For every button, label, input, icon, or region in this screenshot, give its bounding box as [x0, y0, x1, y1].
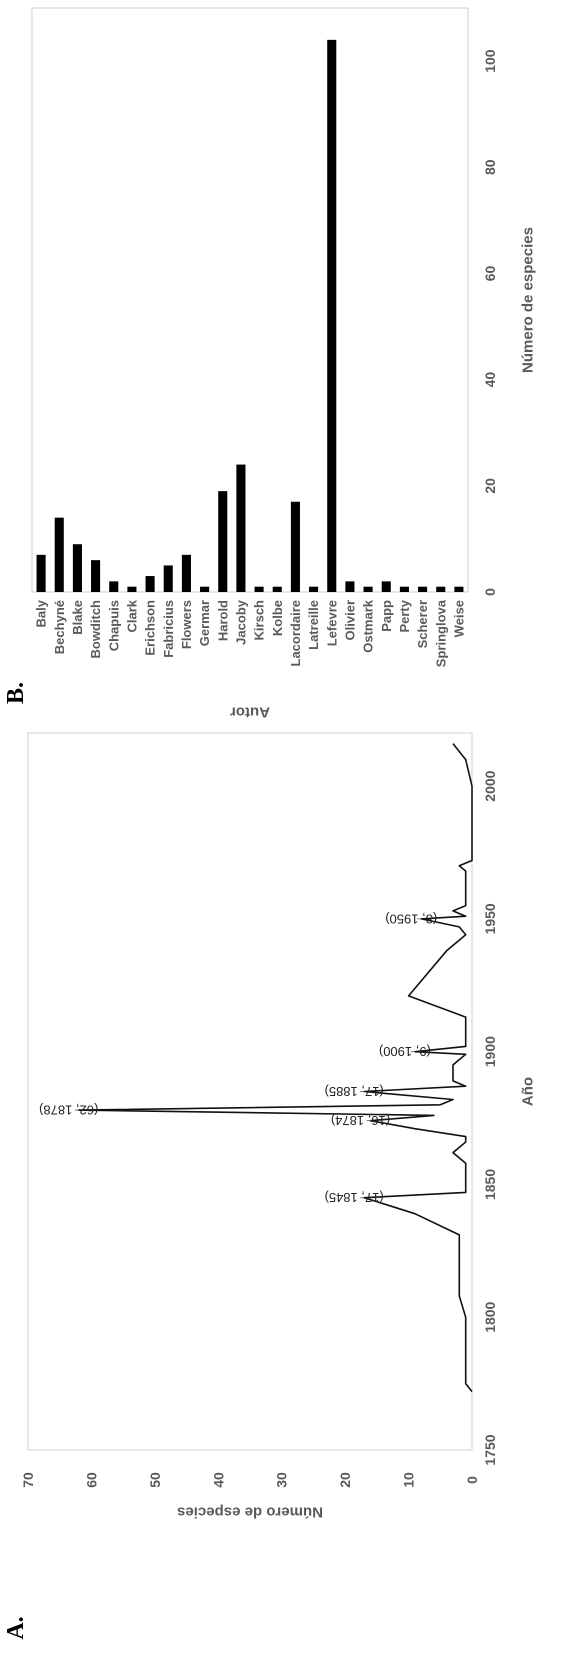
panel-b-x-axis-label: Autor	[230, 704, 270, 721]
y-tick-label: 50	[147, 1472, 163, 1488]
bar	[363, 586, 373, 592]
bar	[36, 554, 46, 592]
panel-a-annotations: (17, 1845) (16, 1874) (62, 1878) (17, 1885)…	[39, 911, 437, 1205]
panel-b-bars	[36, 39, 464, 592]
x-tick-label: 1850	[482, 1169, 498, 1200]
panel-b-category-labels: Baly Bechyné Blake Bowditch Chapuis Clark Eric…	[34, 599, 467, 667]
value-tick-label: 40	[482, 372, 498, 388]
y-tick-label: 40	[210, 1472, 226, 1488]
bar	[145, 576, 155, 592]
category-label: Bowditch	[88, 600, 103, 659]
value-tick-label: 80	[482, 159, 498, 175]
annotation-label: (17, 1845)	[325, 1190, 384, 1205]
bar	[200, 586, 210, 592]
bar	[272, 586, 282, 592]
bar	[290, 501, 300, 592]
bar	[436, 586, 446, 592]
annotation-label: (17, 1885)	[325, 1084, 384, 1099]
category-label: Flowers	[179, 600, 194, 649]
category-label: Ostmark	[361, 599, 376, 653]
y-tick-label: 20	[337, 1472, 353, 1488]
panel-b-label: B.	[3, 682, 29, 704]
category-label: Kirsch	[252, 600, 267, 641]
bar	[181, 554, 191, 592]
panel-a-x-axis-label: Año	[520, 1077, 537, 1106]
x-tick-label: 1900	[482, 1036, 498, 1067]
y-tick-label: 70	[20, 1472, 36, 1488]
annotation-label: (62, 1878)	[39, 1103, 98, 1118]
bar	[109, 581, 119, 592]
bar	[345, 581, 355, 592]
annotation-label: (16, 1874)	[331, 1113, 390, 1128]
category-label: Kolbe	[270, 600, 285, 636]
bar	[91, 560, 101, 592]
value-tick-label: 60	[482, 265, 498, 281]
bar	[381, 581, 391, 592]
bar	[163, 565, 173, 592]
y-tick-label: 0	[464, 1476, 480, 1484]
category-label: Olivier	[342, 600, 357, 640]
category-label: Erichson	[143, 600, 158, 656]
value-tick-label: 100	[482, 49, 498, 73]
category-label: Baly	[34, 599, 49, 627]
annotation-label: (8, 1950)	[385, 911, 437, 926]
panel-b-value-tick-labels: 0 20 40 60 80 100	[482, 49, 498, 596]
panel-a-y-tick-labels: 0 10 20 30 40 50 60 70	[20, 1472, 480, 1488]
y-tick-label: 30	[274, 1472, 290, 1488]
annotation-label: (9, 1900)	[379, 1044, 431, 1059]
bar	[127, 586, 137, 592]
category-label: Perty	[397, 599, 412, 632]
bar	[72, 544, 82, 592]
panel-a-label: A.	[3, 1616, 29, 1639]
bar	[418, 586, 428, 592]
category-label: Harold	[215, 600, 230, 641]
category-label: Lacordaire	[288, 600, 303, 666]
bar	[454, 586, 464, 592]
bar	[236, 464, 246, 592]
bar	[327, 39, 337, 592]
category-label: Springlova	[433, 599, 448, 667]
x-tick-label: 1750	[482, 1434, 498, 1465]
bar	[309, 586, 319, 592]
bar	[399, 586, 409, 592]
category-label: Scherer	[415, 600, 430, 648]
panel-b-plot-frame	[31, 7, 469, 593]
category-label: Weise	[451, 600, 466, 637]
category-label: Papp	[379, 600, 394, 632]
x-tick-label: 1950	[482, 903, 498, 934]
category-label: Fabricius	[161, 600, 176, 658]
category-label: Clark	[124, 599, 139, 632]
panel-a-y-axis-label: Número de especies	[177, 1504, 323, 1521]
category-label: Latreille	[306, 600, 321, 650]
category-label: Germar	[197, 600, 212, 646]
x-tick-label: 1800	[482, 1301, 498, 1332]
x-tick-label: 2000	[482, 770, 498, 801]
bar	[54, 517, 64, 592]
value-tick-label: 20	[482, 478, 498, 494]
category-label: Bechyné	[52, 600, 67, 654]
y-tick-label: 10	[401, 1472, 417, 1488]
category-label: Jacoby	[233, 599, 248, 645]
category-label: Lefevre	[324, 600, 339, 646]
category-label: Blake	[70, 600, 85, 635]
category-label: Chapuis	[106, 600, 121, 651]
bar	[254, 586, 264, 592]
panel-a-series-line	[77, 743, 473, 1393]
bar	[218, 491, 228, 592]
y-tick-label: 60	[83, 1472, 99, 1488]
value-tick-label: 0	[482, 588, 498, 596]
panel-a-plot-frame	[27, 732, 473, 1451]
panel-a-x-tick-labels: 1750 1800 1850 1900 1950 2000	[482, 770, 498, 1465]
panel-b-y-axis-label: Número de especies	[520, 227, 537, 373]
